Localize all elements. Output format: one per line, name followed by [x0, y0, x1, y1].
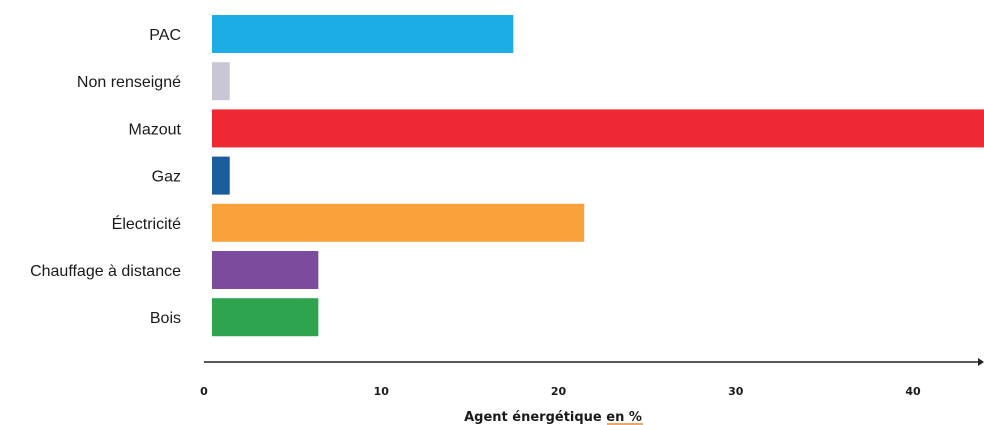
- x-tick-4: 30: [728, 385, 744, 398]
- x-tick-labels: 0 10 20 30 40: [200, 385, 921, 398]
- category-label-5: Électricité: [112, 214, 181, 233]
- category-labels: PAC Non renseigné Mazout Gaz Électricité Chau…: [30, 27, 181, 327]
- category-label-3: Mazout: [129, 121, 182, 138]
- bar-5: [212, 203, 585, 242]
- category-label-7: Bois: [150, 310, 181, 327]
- x-axis-title: Agent énergétique en %: [464, 410, 642, 425]
- category-label-4: Gaz: [152, 169, 181, 186]
- bar-4: [212, 156, 230, 195]
- x-tick-5: 40: [905, 385, 921, 398]
- category-label-1: PAC: [149, 27, 181, 44]
- category-label-2: Non renseigné: [77, 74, 181, 91]
- bar-2: [212, 62, 230, 101]
- bar-7: [212, 298, 319, 337]
- bar-3: [212, 109, 984, 148]
- x-axis-arrowhead: [978, 358, 984, 366]
- bar-6: [212, 251, 319, 289]
- x-tick-3: 20: [551, 385, 567, 398]
- bar-1: [212, 15, 514, 53]
- bars-group: [212, 15, 984, 337]
- x-tick-1: 0: [200, 385, 208, 398]
- x-tick-2: 10: [374, 385, 390, 398]
- category-label-6: Chauffage à distance: [30, 263, 181, 280]
